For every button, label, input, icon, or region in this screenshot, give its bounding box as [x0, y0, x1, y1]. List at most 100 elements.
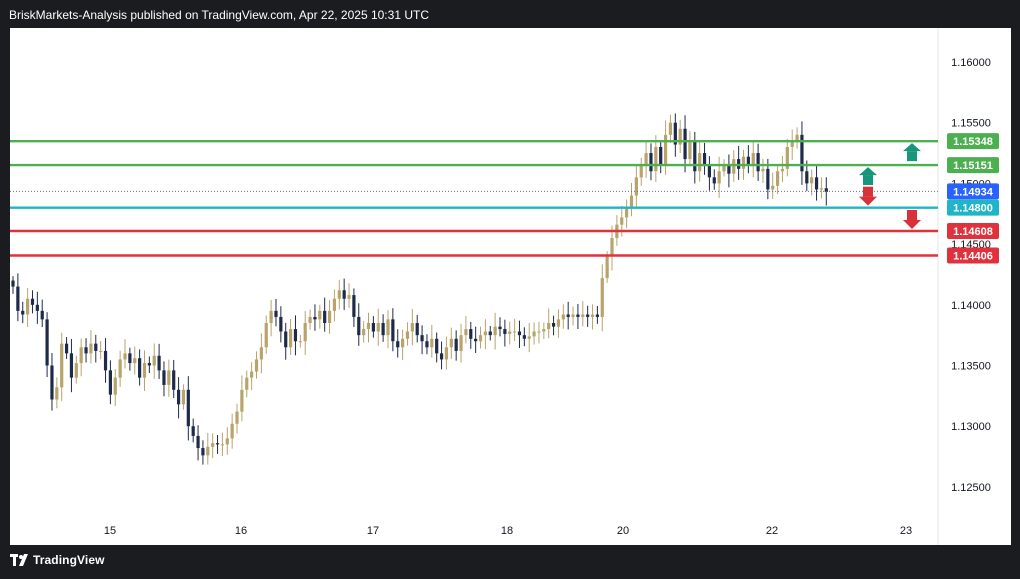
- candle-bull: [751, 140, 755, 178]
- level-tag-green: 1.15348: [947, 133, 999, 150]
- candle-bear: [707, 156, 712, 191]
- candle-bear: [191, 418, 195, 443]
- candle-bull: [405, 322, 410, 346]
- candle-bear: [396, 329, 400, 358]
- candle-bear: [40, 299, 44, 328]
- publisher-header: BriskMarkets-Analysis published on Tradi…: [0, 0, 1020, 28]
- candle-bull: [556, 309, 561, 338]
- svg-text:1.14800: 1.14800: [953, 203, 993, 215]
- candle-bear: [576, 304, 580, 330]
- y-tick-label: 1.15500: [951, 118, 991, 130]
- arrows-group: [859, 143, 921, 229]
- candle-bull: [449, 327, 453, 359]
- x-axis-ticks: 15 16 17 18 20 22 23: [104, 525, 912, 537]
- level-tag-green: 1.15151: [947, 157, 999, 174]
- candle-bull: [654, 135, 658, 183]
- candle-bear: [284, 322, 288, 360]
- candle-bull: [142, 350, 147, 391]
- candle-bull: [483, 319, 487, 350]
- candle-bear: [474, 326, 478, 353]
- candle-bear: [693, 131, 697, 184]
- candle-bull: [376, 308, 380, 346]
- x-tick-label: 23: [900, 525, 912, 537]
- candle-bear: [420, 325, 424, 355]
- candle-bull: [133, 346, 137, 375]
- candle-bull: [74, 355, 78, 384]
- chart-frame: 1.160001.155001.150001.145001.140001.135…: [9, 27, 1012, 546]
- y-tick-label: 1.12500: [951, 482, 991, 494]
- candle-bear: [756, 143, 760, 181]
- candle-bear: [746, 145, 750, 174]
- y-tick-label: 1.13500: [951, 361, 991, 373]
- svg-text:1.14934: 1.14934: [953, 186, 994, 198]
- level-tag-red: 1.14608: [947, 222, 999, 239]
- tradingview-brand[interactable]: TradingView: [33, 553, 105, 567]
- candle-bear: [45, 312, 49, 378]
- candle-bull: [780, 155, 785, 183]
- candle-bear: [16, 273, 20, 322]
- candle-bull: [663, 120, 668, 175]
- candle-bear: [313, 304, 317, 331]
- candle-bear: [35, 291, 39, 324]
- x-tick-label: 17: [367, 525, 379, 537]
- svg-text:1.14608: 1.14608: [953, 226, 993, 238]
- candle-bear: [566, 301, 570, 330]
- candle-bull: [347, 283, 351, 308]
- candle-bear: [425, 334, 429, 355]
- candle-bear: [357, 303, 361, 346]
- candle-bull: [152, 343, 156, 379]
- arrow-down-icon: [859, 186, 877, 206]
- y-tick-label: 1.13000: [951, 421, 991, 433]
- tradingview-logo-icon[interactable]: [10, 554, 32, 566]
- candle-bear: [595, 306, 599, 324]
- candle-bear: [517, 320, 522, 348]
- candle-bear: [64, 337, 69, 359]
- candle-bear: [186, 376, 190, 441]
- candle-bear: [162, 361, 166, 397]
- candle-bear: [488, 325, 492, 341]
- x-tick-label: 15: [104, 525, 116, 537]
- candle-bull: [590, 304, 595, 330]
- candle-bull: [771, 172, 775, 200]
- svg-text:1.14406: 1.14406: [953, 251, 993, 263]
- price-chart[interactable]: 1.160001.155001.150001.145001.140001.135…: [10, 28, 1011, 545]
- level-tag-cyan: 1.14800: [947, 199, 999, 216]
- candle-bear: [727, 154, 731, 188]
- candle-bull: [722, 159, 726, 177]
- candle-bear: [673, 113, 677, 157]
- candle-bull: [240, 375, 244, 422]
- candle-bull: [493, 312, 497, 350]
- candle-bear: [176, 377, 181, 419]
- candle-bear: [435, 332, 439, 363]
- candle-bull: [688, 131, 692, 167]
- svg-text:1.15348: 1.15348: [953, 136, 993, 148]
- candle-bull: [113, 369, 117, 407]
- x-tick-label: 16: [235, 525, 247, 537]
- candle-bull: [410, 309, 414, 346]
- candles-group: [11, 113, 828, 465]
- candle-bull: [288, 318, 293, 355]
- candle-bull: [668, 114, 673, 144]
- svg-text:1.15151: 1.15151: [953, 160, 993, 172]
- candle-bear: [157, 343, 161, 379]
- y-axis-ticks: 1.160001.155001.150001.145001.140001.135…: [951, 57, 991, 494]
- footer-bar: [0, 544, 1020, 579]
- candle-bear: [415, 315, 419, 343]
- candle-bull: [55, 377, 59, 409]
- candle-bear: [30, 290, 35, 314]
- candle-bear: [84, 338, 88, 363]
- candle-bull: [264, 315, 268, 354]
- candle-bull: [79, 338, 83, 377]
- candle-bear: [712, 169, 716, 190]
- candle-bear: [814, 165, 819, 201]
- candle-bull: [508, 321, 512, 345]
- candle-bull: [430, 324, 434, 358]
- candle-bear: [469, 322, 473, 349]
- level-tag-red: 1.14406: [947, 247, 999, 264]
- candle-bear: [702, 142, 707, 175]
- candle-bull: [303, 311, 307, 355]
- candle-bear: [11, 276, 15, 294]
- candle-bull: [386, 310, 390, 349]
- candle-bull: [245, 370, 249, 398]
- candle-bear: [103, 338, 108, 383]
